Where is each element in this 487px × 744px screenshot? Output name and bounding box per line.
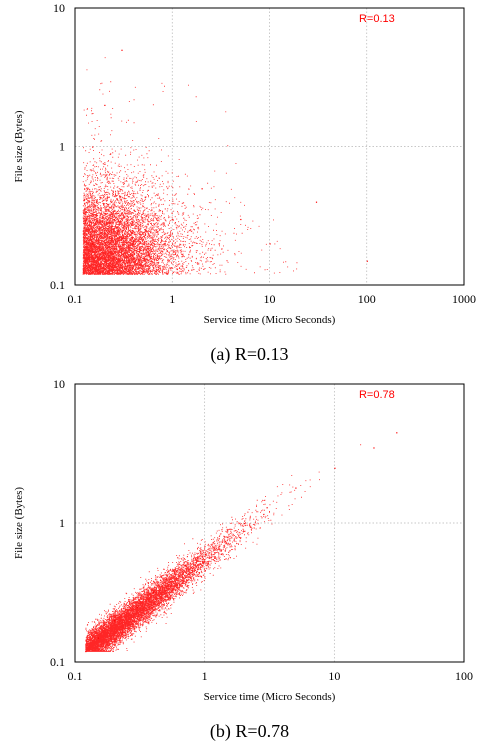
scatter-point — [97, 637, 100, 639]
scatter-point — [153, 591, 155, 593]
scatter-point — [133, 209, 135, 211]
scatter-point — [104, 229, 106, 232]
scatter-point — [218, 243, 220, 245]
scatter-point — [227, 536, 229, 538]
x-tick-label: 1000 — [452, 292, 476, 306]
x-axis-label-b: Service time (Micro Seconds) — [204, 691, 336, 703]
scatter-point — [334, 467, 336, 469]
scatter-point — [240, 218, 242, 221]
scatter-cloud-b — [85, 444, 362, 652]
x-tick-label: 100 — [358, 292, 376, 306]
scatter-point — [113, 218, 115, 221]
scatter-point — [121, 49, 123, 51]
scatter-point — [396, 432, 398, 434]
y-axis-label-b: File size (Bytes) — [13, 487, 25, 559]
scatter-point — [243, 523, 245, 525]
scatter-point — [121, 237, 123, 239]
scatter-point — [136, 606, 139, 608]
scatter-point — [104, 104, 106, 107]
x-axis-label-a: Service time (Micro Seconds) — [204, 314, 336, 326]
scatter-point — [315, 201, 318, 203]
x-tick-label: 1 — [169, 292, 175, 306]
caption-b: (b) R=0.78 — [210, 721, 289, 742]
scatter-point — [82, 269, 84, 271]
scatter-point — [157, 194, 159, 196]
y-tick-label: 10 — [53, 1, 65, 15]
x-tick-label: 1 — [202, 669, 208, 683]
x-tick-label: 0.1 — [68, 669, 83, 683]
x-tick-label: 10 — [264, 292, 276, 306]
x-tick-label: 0.1 — [68, 292, 83, 306]
scatter-point — [172, 218, 174, 221]
scatter-plot-b: 0.1 1 10 100 0.1 1 10 R=0.78 Service time (Mic… — [13, 377, 473, 742]
scatter-point — [85, 650, 87, 653]
scatter-points-b — [85, 432, 398, 653]
scatter-point — [142, 249, 145, 251]
scatter-point — [266, 507, 268, 509]
plot-frame-b — [74, 383, 465, 663]
scatter-point — [201, 188, 203, 190]
caption-a: (a) R=0.13 — [210, 344, 288, 365]
y-tick-label: 1 — [59, 140, 65, 154]
scatter-point — [92, 146, 94, 148]
scatter-point — [373, 447, 375, 449]
scatter-point — [114, 620, 116, 622]
scatter-point — [269, 243, 271, 245]
scatter-points-a — [82, 49, 368, 275]
plot-frame-a — [74, 7, 465, 286]
x-tick-label: 10 — [328, 669, 340, 683]
scatter-point — [204, 553, 206, 556]
scatter-plot-a: 0.1 1 10 100 1000 0.1 1 10 R=0.13 Service time … — [13, 1, 476, 365]
y-tick-label: 0.1 — [50, 655, 65, 669]
y-tick-label: 1 — [59, 516, 65, 530]
scatter-point — [165, 578, 167, 580]
scatter-point — [295, 487, 297, 489]
annotation-r-b: R=0.78 — [359, 389, 395, 401]
y-axis-label-a: File size (Bytes) — [13, 110, 25, 182]
scatter-point — [189, 229, 191, 232]
scatter-point — [366, 260, 368, 262]
y-tick-label: 0.1 — [50, 278, 65, 292]
scatter-point — [92, 243, 94, 245]
scatter-point — [184, 564, 186, 567]
x-tick-label: 100 — [455, 669, 473, 683]
annotation-r-a: R=0.13 — [359, 13, 395, 25]
y-tick-label: 10 — [53, 377, 65, 391]
scatter-cloud-a — [82, 57, 298, 275]
